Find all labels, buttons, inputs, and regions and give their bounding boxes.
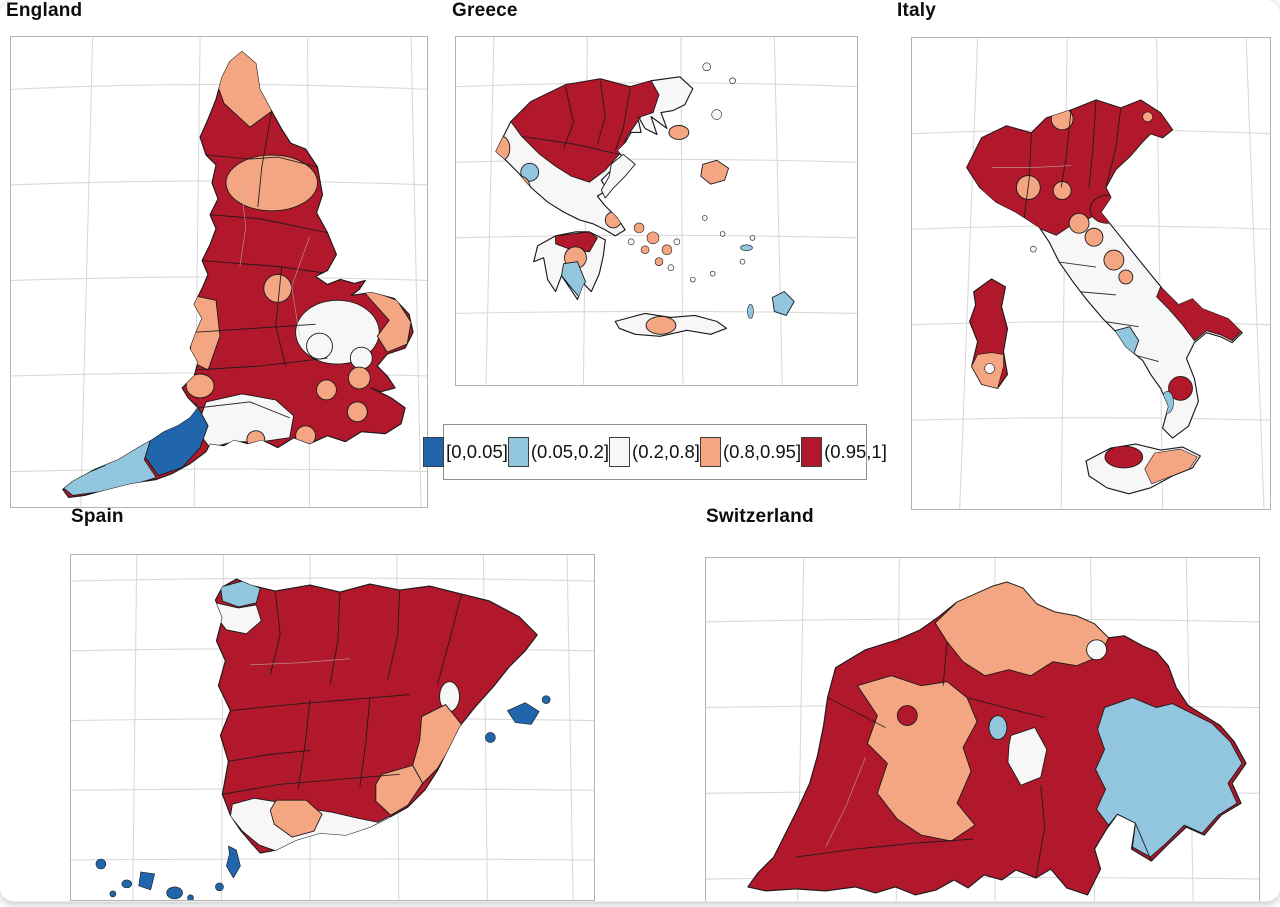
region-sicily-red xyxy=(1104,445,1144,469)
legend-item: (0.05,0.2] xyxy=(507,437,610,467)
region-fens-white xyxy=(306,332,333,360)
region-cornwall xyxy=(62,423,157,496)
region-crete-salmon xyxy=(645,315,677,335)
region-calabria-lightblue xyxy=(1161,391,1174,414)
italy-map xyxy=(912,38,1270,509)
island-kos xyxy=(740,244,753,252)
legend-swatch-bin2 xyxy=(507,437,529,467)
legend-label-bin3: (0.2,0.8] xyxy=(632,441,700,462)
legend-item: (0.95,1] xyxy=(801,437,887,467)
region-molise-salmon xyxy=(1118,269,1134,285)
panel-title-switzerland: Switzerland xyxy=(706,506,814,527)
region-west-red-dot xyxy=(503,173,513,183)
region-central-red xyxy=(896,705,918,726)
region-center-salmon-3 xyxy=(1084,227,1104,247)
italy-internal-borders xyxy=(991,99,1159,362)
legend-label-bin5: (0.95,1] xyxy=(824,441,887,462)
region-central-salmon xyxy=(857,675,978,842)
legend-item: (0.2,0.8] xyxy=(609,437,700,467)
region-norfolk-coast xyxy=(358,285,412,353)
region-calabria-red xyxy=(1168,375,1193,401)
map-panel-italy xyxy=(911,37,1271,510)
region-center-lightblue xyxy=(988,715,1008,740)
legend-swatch-bin3 xyxy=(609,437,631,467)
spain-map xyxy=(71,555,594,900)
england-internal-borders xyxy=(194,111,336,419)
panel-title-spain: Spain xyxy=(71,506,124,527)
region-center-salmon-2 xyxy=(1068,212,1090,234)
islands-small-white xyxy=(627,62,756,283)
greece-map xyxy=(456,37,857,385)
islands-balearics xyxy=(485,695,551,743)
map-panel-spain xyxy=(70,554,595,901)
region-murcia-salmon xyxy=(375,764,424,816)
region-west-border-b xyxy=(185,373,215,399)
map-panel-england xyxy=(10,36,428,508)
region-peloponnese-red xyxy=(555,231,598,253)
region-spain-base xyxy=(214,578,538,854)
region-south-coast-salmon-c xyxy=(346,401,368,423)
switzerland-map xyxy=(706,558,1259,901)
legend-swatch-bin5 xyxy=(801,437,823,467)
region-ne-white xyxy=(1086,639,1107,661)
panel-title-greece: Greece xyxy=(452,0,518,21)
legend-label-bin1: [0,0.05] xyxy=(446,441,508,462)
england-graticule xyxy=(11,37,427,507)
map-panel-switzerland xyxy=(705,557,1260,901)
region-center-white xyxy=(1007,727,1048,786)
island-lesbos xyxy=(668,125,690,140)
region-devon xyxy=(143,403,209,476)
switzerland-internal-borders xyxy=(795,641,1152,879)
spain-internal-borders xyxy=(222,590,462,795)
england-map xyxy=(11,37,427,507)
island-karpathos xyxy=(747,304,754,319)
island-rhodes xyxy=(771,291,795,316)
region-peak-patch xyxy=(263,274,293,303)
region-yorkshire-dales xyxy=(225,154,318,212)
islands-cyclades-salmon xyxy=(633,222,673,266)
islands-canaries xyxy=(95,845,241,900)
legend-swatch-bin4 xyxy=(699,437,721,467)
panel-title-italy: Italy xyxy=(897,0,937,21)
region-south-coast-salmon-d xyxy=(246,430,266,450)
region-graubunden-lightblue xyxy=(1095,697,1243,858)
island-elba xyxy=(1030,245,1037,253)
region-suffolk-white xyxy=(349,346,373,370)
region-andalusia-salmon xyxy=(269,799,323,838)
region-abruzzo-salmon xyxy=(1103,249,1125,271)
greece-internal-borders xyxy=(521,80,631,155)
region-sicily-salmon xyxy=(1144,448,1198,485)
legend: [0,0.05] (0.05,0.2] (0.2,0.8] (0.8,0.95]… xyxy=(423,424,887,480)
region-valencia-salmon xyxy=(412,704,462,784)
island-chios-samos xyxy=(700,159,730,185)
legend-swatch-bin1 xyxy=(423,437,445,467)
legend-label-bin4: (0.8,0.95] xyxy=(722,441,802,462)
legend-label-bin2: (0.05,0.2] xyxy=(530,441,610,462)
legend-item: (0.8,0.95] xyxy=(699,437,802,467)
region-west-salmon xyxy=(509,175,531,197)
region-south-coast-salmon-b xyxy=(316,379,337,401)
region-west-lightblue xyxy=(520,162,540,182)
region-ne-salmon xyxy=(1142,111,1153,123)
panel-title-england: England xyxy=(6,0,83,21)
region-suffolk-salmon xyxy=(347,366,371,390)
map-panel-greece xyxy=(455,36,858,386)
region-sardinia-white xyxy=(984,363,995,374)
island-euboea xyxy=(600,153,636,199)
legend-item: [0,0.05] xyxy=(423,437,508,467)
